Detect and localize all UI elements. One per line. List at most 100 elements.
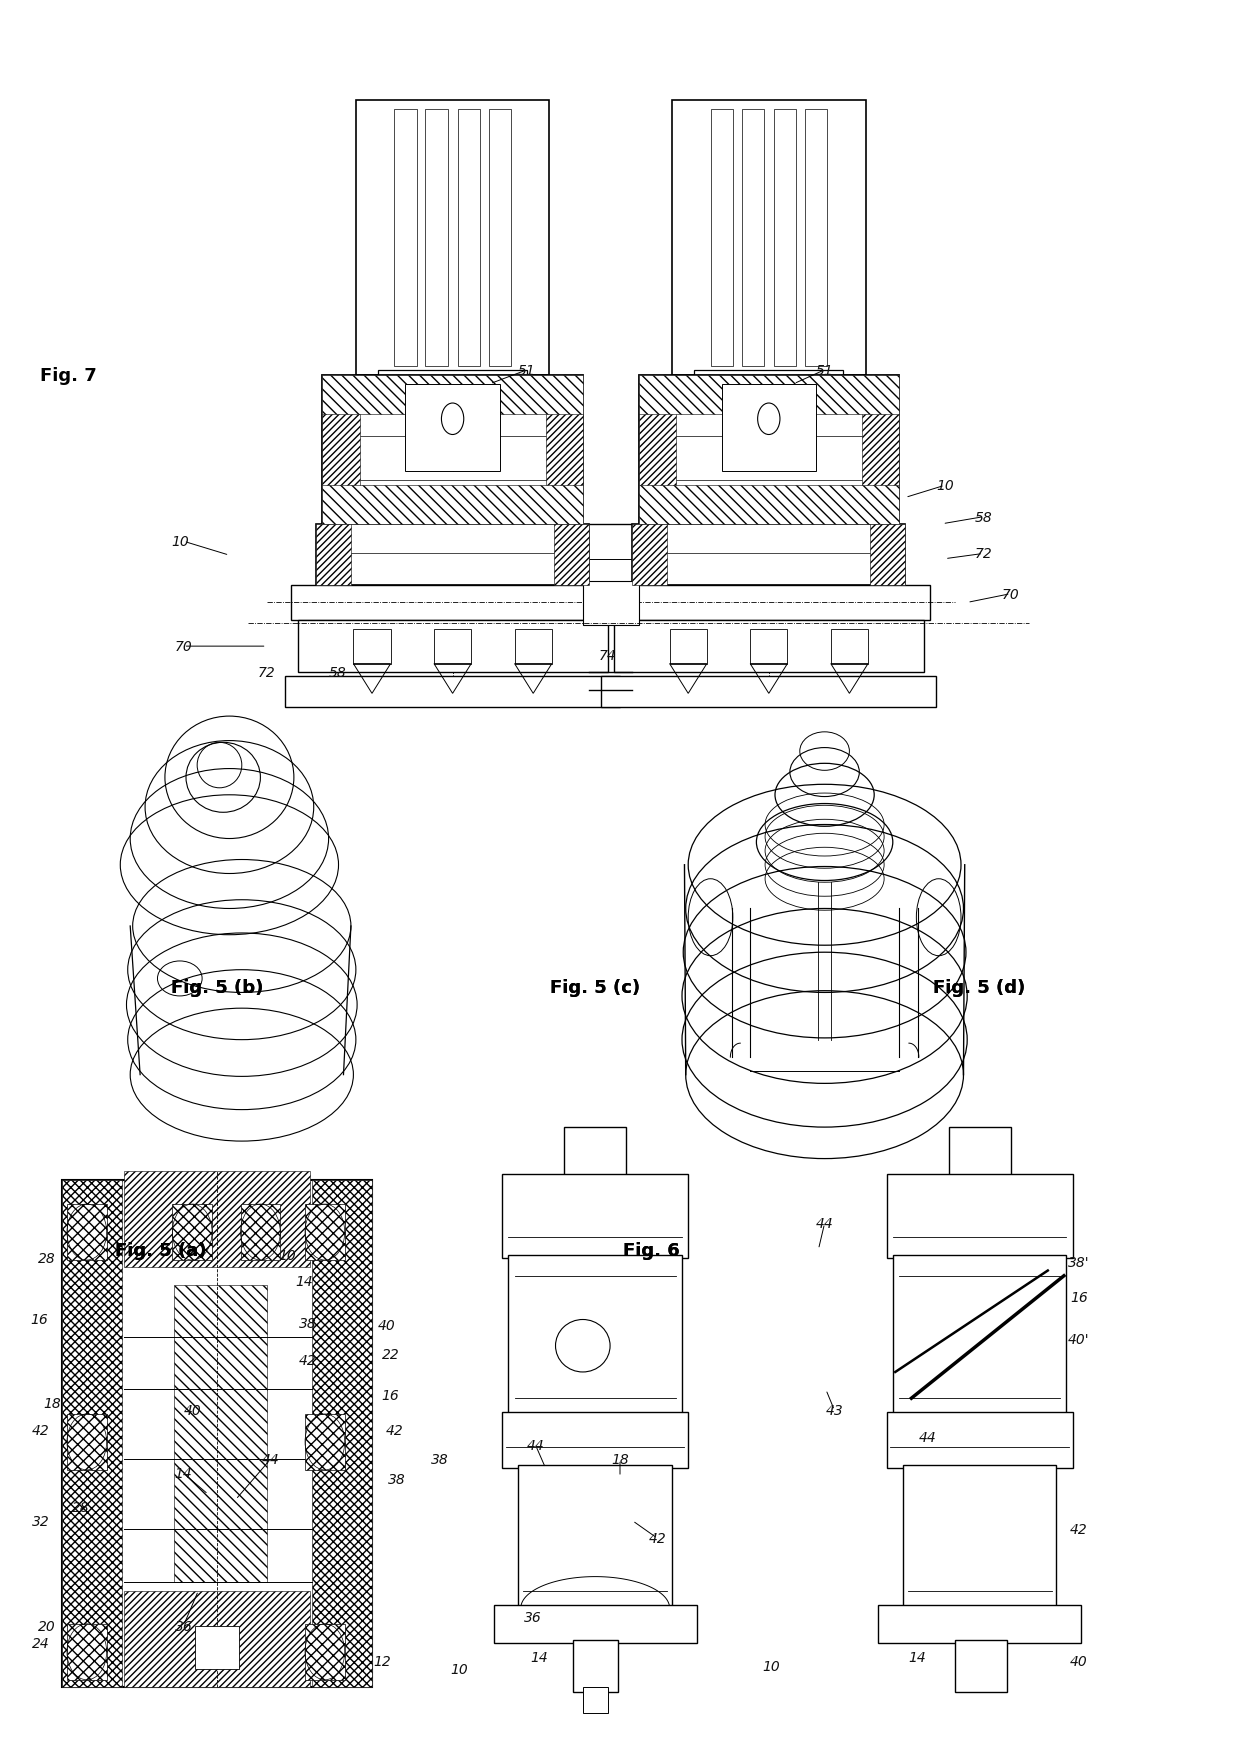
Text: 42: 42 (649, 1531, 666, 1545)
Bar (425, 110, 448, 367)
Text: 38': 38' (1068, 1255, 1090, 1269)
Text: 38: 38 (432, 1453, 449, 1467)
Text: 36: 36 (175, 1619, 192, 1633)
Text: 36: 36 (525, 1610, 542, 1624)
Text: 28: 28 (38, 1252, 56, 1266)
Bar (434, 629, 471, 664)
Bar (887, 1175, 1073, 1259)
Text: 44: 44 (527, 1439, 544, 1453)
Text: 72: 72 (975, 547, 992, 561)
Bar (518, 1465, 672, 1608)
Bar (67, 1204, 107, 1260)
Bar (878, 1605, 1081, 1643)
Text: 20: 20 (38, 1619, 56, 1633)
Bar (870, 524, 905, 586)
Bar (508, 1255, 682, 1416)
Bar (672, 101, 866, 376)
Text: 14: 14 (909, 1650, 926, 1664)
Bar (573, 1640, 618, 1692)
Bar (62, 1180, 372, 1687)
Bar (195, 1626, 239, 1669)
Text: 24: 24 (32, 1636, 50, 1650)
Text: 10: 10 (279, 1248, 296, 1262)
Text: Fig. 5 (c): Fig. 5 (c) (551, 979, 640, 996)
Bar (394, 110, 417, 367)
Bar (62, 1180, 122, 1687)
Text: 43: 43 (826, 1404, 843, 1418)
Bar (862, 376, 899, 524)
Bar (305, 1414, 345, 1470)
Text: 70: 70 (1002, 587, 1019, 601)
Bar (241, 1204, 280, 1260)
Bar (694, 371, 843, 402)
Bar (298, 621, 608, 673)
Text: 42: 42 (1070, 1523, 1087, 1536)
Text: 14: 14 (175, 1467, 192, 1481)
Text: 51: 51 (518, 364, 536, 378)
Text: 40: 40 (378, 1318, 396, 1332)
Bar (742, 110, 764, 367)
Bar (949, 1127, 1011, 1180)
Bar (312, 1180, 372, 1687)
Text: 72: 72 (258, 666, 275, 680)
Text: 16: 16 (31, 1313, 48, 1327)
Text: 42: 42 (32, 1423, 50, 1437)
Bar (316, 524, 351, 586)
Text: 32: 32 (32, 1514, 50, 1528)
Text: 10: 10 (171, 535, 188, 549)
Text: Fig. 5 (b): Fig. 5 (b) (171, 979, 263, 996)
Bar (67, 1624, 107, 1680)
Text: 74: 74 (599, 649, 616, 662)
Text: 70: 70 (175, 640, 192, 654)
Bar (124, 1171, 310, 1267)
Text: 51: 51 (816, 364, 833, 378)
Bar (903, 1465, 1056, 1608)
Bar (601, 676, 936, 708)
Text: 40: 40 (184, 1404, 201, 1418)
Bar (285, 676, 620, 708)
Bar (494, 1605, 697, 1643)
Bar (356, 101, 549, 376)
Text: Fig. 5 (b): Fig. 5 (b) (171, 979, 263, 996)
Bar (546, 376, 583, 524)
Bar (502, 1175, 688, 1259)
Text: 28: 28 (72, 1500, 89, 1514)
Bar (322, 376, 583, 524)
Bar (489, 110, 511, 367)
Bar (608, 586, 930, 621)
Text: Fig. 5 (a): Fig. 5 (a) (115, 1241, 207, 1259)
Bar (774, 110, 796, 367)
Text: 12: 12 (373, 1654, 391, 1668)
Text: 40': 40' (1068, 1332, 1090, 1346)
Text: Fig. 5 (c): Fig. 5 (c) (551, 979, 640, 996)
Text: 14: 14 (531, 1650, 548, 1664)
Text: Fig. 7: Fig. 7 (40, 367, 97, 385)
Bar (632, 524, 667, 586)
Text: 44: 44 (816, 1217, 833, 1231)
Text: 10: 10 (450, 1662, 467, 1676)
Text: 38: 38 (388, 1472, 405, 1486)
Text: Fig. 5 (d): Fig. 5 (d) (934, 979, 1025, 996)
Bar (305, 1624, 345, 1680)
Text: 44: 44 (262, 1453, 279, 1467)
Text: 18: 18 (611, 1453, 629, 1467)
Text: 18: 18 (43, 1397, 61, 1411)
Bar (305, 1204, 345, 1260)
Bar (955, 1640, 1007, 1692)
Bar (322, 376, 360, 524)
Bar (639, 376, 899, 414)
Bar (316, 524, 589, 586)
Text: Fig. 5 (a): Fig. 5 (a) (115, 1241, 207, 1259)
Bar (887, 1412, 1073, 1468)
Bar (639, 376, 899, 524)
Bar (614, 621, 924, 673)
Bar (805, 110, 827, 367)
Bar (831, 629, 868, 664)
Bar (893, 1255, 1066, 1416)
Text: 42: 42 (299, 1353, 316, 1367)
Bar (322, 376, 583, 414)
Bar (750, 629, 787, 664)
Bar (322, 486, 583, 524)
Text: 42: 42 (386, 1423, 403, 1437)
Bar (174, 1285, 267, 1582)
